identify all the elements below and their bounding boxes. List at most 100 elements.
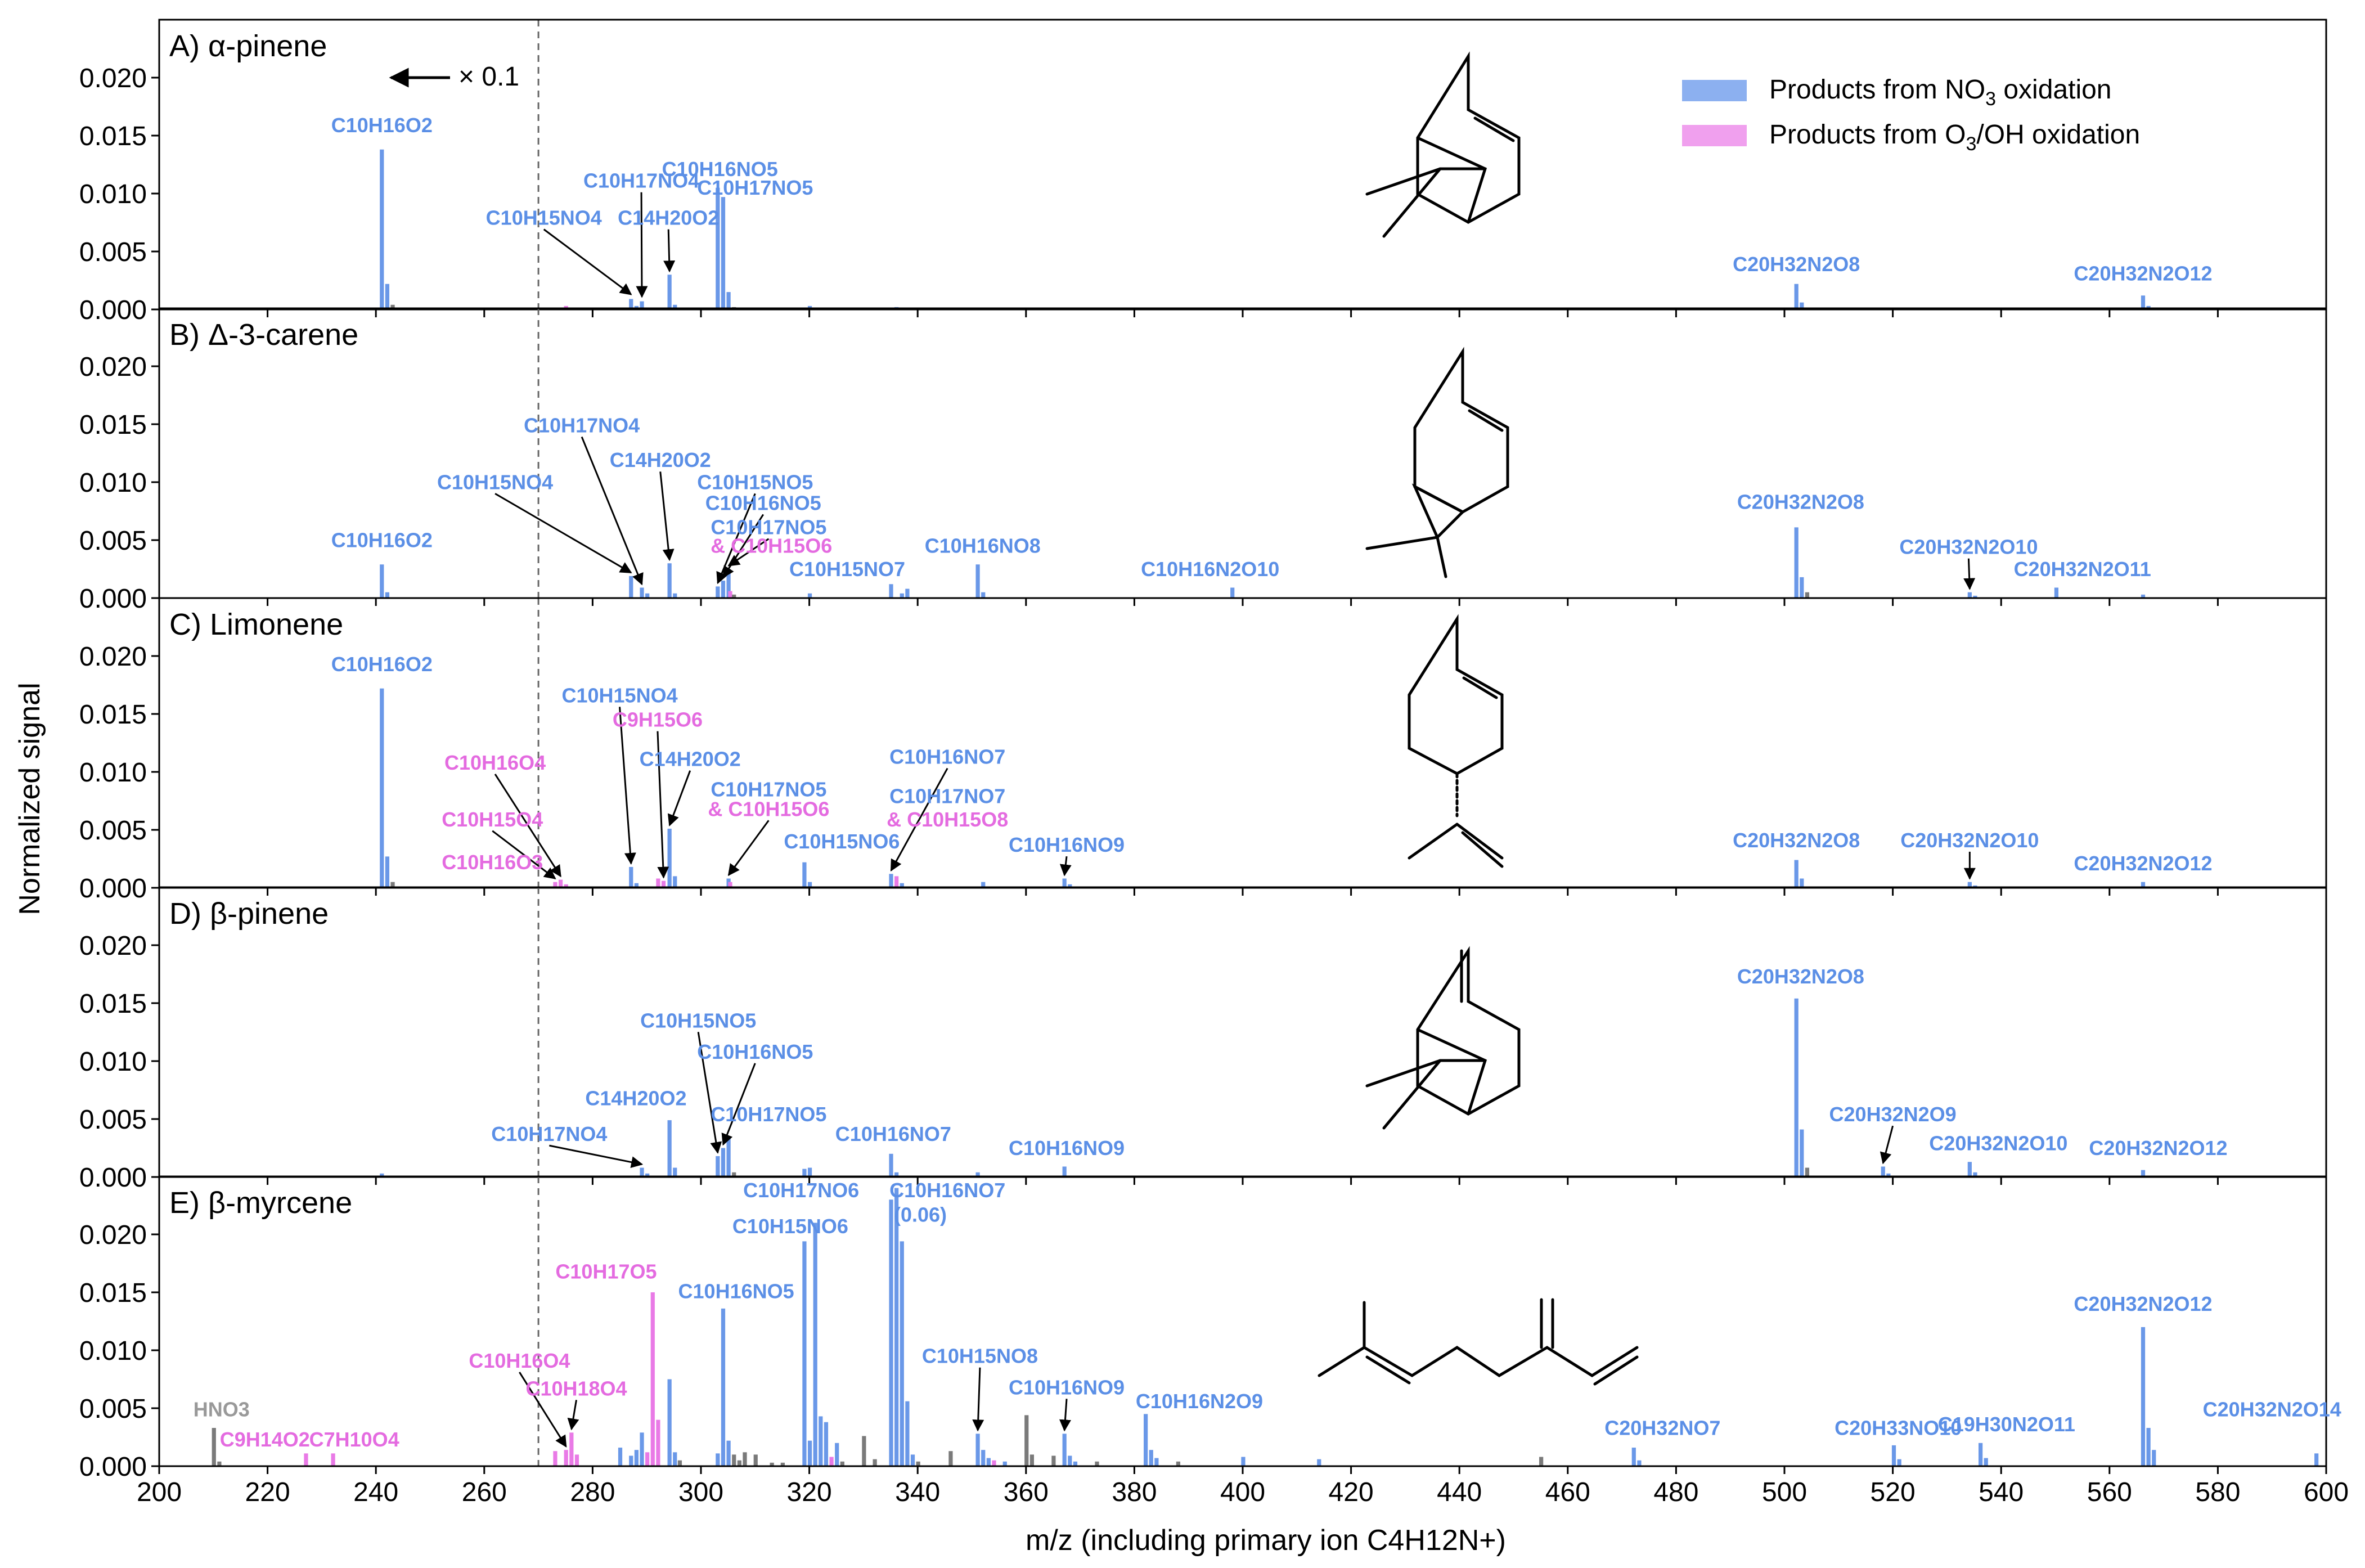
peak-label: C10H17NO6 <box>743 1179 859 1202</box>
scale-note-text: × 0.1 <box>458 62 519 92</box>
x-tick-label: 360 <box>1004 1477 1049 1507</box>
peak-label: C20H32N2O8 <box>1733 829 1860 852</box>
spectrum-bar <box>1978 1443 1983 1466</box>
x-tick-label: 200 <box>137 1477 182 1507</box>
molecule-structures <box>1318 51 1639 1386</box>
spectrum-bar <box>780 1462 785 1466</box>
peak-label: C9H15O6 <box>613 708 703 731</box>
peak-label: C10H17NO4 <box>583 169 699 192</box>
panel-title: E) β-myrcene <box>169 1186 352 1220</box>
spectrum-bar <box>813 1223 817 1466</box>
spectrum-bar <box>640 1432 644 1466</box>
spectrum-bar <box>1024 1415 1029 1466</box>
label-arrow <box>721 1063 756 1146</box>
peak-label: C10H16N2O10 <box>1141 558 1279 581</box>
spectrum-bar <box>564 1450 568 1466</box>
spectrum-bar <box>1967 592 1972 598</box>
label-arrow <box>619 707 636 865</box>
spectrum-bar <box>1800 577 1804 598</box>
peak-label: & C10H15O6 <box>708 797 829 820</box>
spectrum-bar <box>716 187 720 309</box>
spectrum-bar <box>1051 1455 1056 1466</box>
spectrum-bar <box>1805 592 1810 598</box>
spectrum-bar <box>981 1450 986 1466</box>
spectrum-bar <box>900 1241 904 1466</box>
peak-label: C10H17NO4 <box>491 1122 607 1145</box>
peak-label: C10H16NO7 <box>835 1122 951 1145</box>
spectrum-bar <box>1794 284 1799 309</box>
peak-label: C20H32N2O10 <box>1929 1132 2067 1155</box>
peak-label: C10H16NO8 <box>925 534 1041 558</box>
y-tick-label: 0.000 <box>79 1163 147 1193</box>
spectrum-bar <box>1068 884 1072 888</box>
y-tick-label: 0.005 <box>79 1394 147 1424</box>
y-axis-label: Normalized signal <box>14 682 46 915</box>
spectrum-bar <box>1073 1461 1078 1466</box>
alpha-pinene-structure-icon <box>1365 51 1521 238</box>
spectrum-bar <box>1800 878 1804 888</box>
peak-label: C10H15NO6 <box>732 1215 848 1238</box>
spectrum-bar <box>975 564 980 598</box>
spectrum-bar <box>732 594 736 598</box>
label-arrow <box>727 820 770 877</box>
spectrum-bar <box>2146 1428 2151 1466</box>
spectrum-bar <box>824 1422 829 1466</box>
x-tick-label: 220 <box>245 1477 290 1507</box>
spectrum-bar <box>673 304 677 309</box>
y-tick-label: 0.000 <box>79 874 147 904</box>
spectrum-bar <box>1973 1172 1977 1177</box>
spectrum-bar <box>667 275 672 309</box>
label-arrow <box>659 471 675 561</box>
x-tick-label: 460 <box>1545 1477 1590 1507</box>
spectrum-bar <box>640 587 644 598</box>
y-tick-label: 0.020 <box>79 352 147 382</box>
peak-label: C10H16NO5 <box>662 158 778 181</box>
spectrum-bar <box>385 284 390 309</box>
y-tick-label: 0.005 <box>79 237 147 267</box>
spectrum-bar <box>1967 1162 1972 1177</box>
spectrum-bar <box>721 197 726 309</box>
peak-label: C14H20O2 <box>585 1086 686 1109</box>
peak-label: C10H16O4 <box>444 751 546 774</box>
peak-label: HNO3 <box>194 1398 250 1421</box>
spectrum-bar <box>385 856 390 888</box>
x-axis-label: m/z (including primary ion C4H12N+) <box>1026 1524 1506 1557</box>
peak-label: C10H16O2 <box>331 114 433 137</box>
spectrum-bar <box>1029 1454 1035 1466</box>
spectrum-bar <box>743 1452 747 1466</box>
spectrum-bar <box>905 1401 910 1466</box>
peak-label: C20H32N2O12 <box>2074 1292 2212 1315</box>
y-tick-label: 0.000 <box>79 584 147 614</box>
x-tick-label: 260 <box>462 1477 507 1507</box>
label-arrow <box>657 731 669 879</box>
peak-label: C14H20O2 <box>640 748 741 771</box>
spectrum-bar <box>721 581 726 598</box>
spectrum-bar <box>916 1461 920 1466</box>
spectrum-bar <box>304 1453 308 1466</box>
spectrum-bar <box>1230 587 1235 598</box>
spectrum-bar <box>732 1172 736 1177</box>
x-tick-label: 540 <box>1979 1477 2024 1507</box>
spectrum-bar <box>1891 1445 1896 1466</box>
spectrum-bar <box>1062 1166 1067 1177</box>
spectrum-bar <box>1794 860 1799 888</box>
spectrum-bar <box>553 882 557 888</box>
spectrum-bar <box>900 883 904 888</box>
spectrum-bar <box>726 1137 731 1177</box>
spectrum-bar <box>1068 1455 1072 1466</box>
label-arrow <box>543 228 632 295</box>
peak-label: C10H16NO7 <box>889 745 1005 769</box>
x-tick-label: 300 <box>678 1477 723 1507</box>
peak-label: C10H16NO5 <box>678 1279 794 1302</box>
y-tick-label: 0.015 <box>79 1278 147 1308</box>
peak-label: C10H15NO5 <box>697 470 813 493</box>
spectrum-bar <box>753 1454 758 1466</box>
spectrum-bar <box>835 1443 839 1466</box>
label-arrow <box>1880 1125 1894 1165</box>
x-tick-label: 380 <box>1112 1477 1157 1507</box>
spectrum-bar <box>1317 1459 1321 1466</box>
spectrum-bar <box>770 1462 774 1466</box>
spectrum-bar <box>840 1461 844 1466</box>
spectrum-bar <box>667 563 672 598</box>
